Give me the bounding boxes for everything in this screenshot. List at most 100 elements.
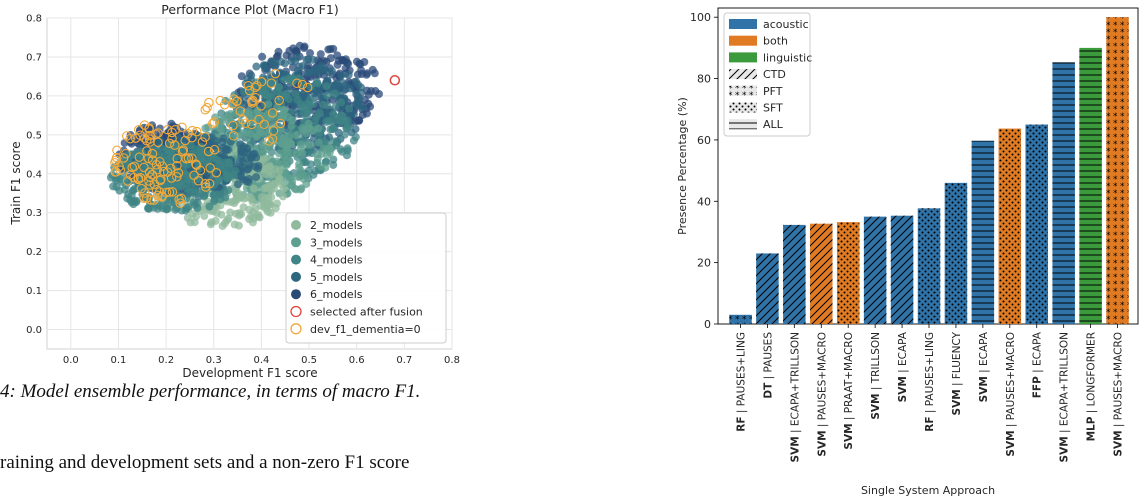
scatter-point — [258, 52, 267, 61]
scatter-point — [291, 89, 300, 98]
scatter-point — [275, 149, 284, 158]
bar-legend-label: both — [763, 35, 788, 48]
bar-x-tick-features: | PAUSES+MACRO — [1005, 332, 1017, 430]
bar-legend-label: PFT — [763, 85, 783, 98]
scatter-point — [109, 182, 118, 191]
scatter-point-dev-zero — [228, 99, 238, 109]
scatter-point — [314, 138, 323, 147]
bar-hatch — [863, 216, 887, 324]
scatter-legend-marker — [290, 323, 302, 335]
scatter-point-dev-zero — [250, 82, 260, 93]
scatter-point — [341, 55, 350, 64]
scatter-point — [261, 64, 270, 73]
bar-x-tick-label: SVM | FLUENCY — [951, 331, 963, 415]
bar-hatch — [971, 140, 995, 324]
scatter-point-dev-zero — [302, 82, 313, 93]
scatter-point — [196, 148, 205, 157]
scatter-point-dev-zero — [191, 159, 201, 169]
scatter-point — [306, 141, 315, 150]
scatter-point — [291, 131, 300, 140]
scatter-point-dev-zero — [266, 78, 277, 88]
scatter-point — [200, 132, 209, 141]
scatter-point-dev-zero — [145, 137, 155, 147]
scatter-point-dev-zero — [244, 85, 255, 96]
scatter-point — [298, 81, 307, 90]
scatter-legend-marker — [290, 305, 302, 318]
scatter-point — [277, 57, 286, 66]
scatter-point-dev-zero — [211, 167, 222, 178]
scatter-point — [213, 177, 222, 186]
scatter-point — [279, 192, 288, 201]
bar-hatch — [729, 314, 752, 324]
scatter-point — [306, 95, 315, 104]
scatter-point — [270, 58, 279, 67]
scatter-point — [315, 63, 324, 72]
scatter-point — [160, 151, 169, 160]
bar-x-tick-model: SVM — [870, 394, 882, 420]
scatter-point — [306, 160, 315, 169]
bar-x-tick-model: SVM — [978, 376, 990, 402]
scatter-point — [234, 189, 243, 198]
scatter-point — [236, 140, 245, 149]
scatter-y-tick-label: 0.5 — [26, 130, 42, 141]
scatter-x-tick-label: 0.3 — [206, 355, 222, 366]
scatter-point — [275, 166, 284, 175]
scatter-point — [267, 170, 276, 179]
scatter-y-ticks: 0.0 0.1 0.2 0.3 0.4 0.5 0.6 0.7 0.8 — [26, 14, 42, 337]
bar-y-tick-label: 80 — [697, 73, 711, 86]
bar-hatch — [756, 253, 779, 324]
scatter-point — [231, 166, 240, 175]
bar-x-tick-model: SVM — [1059, 436, 1071, 462]
scatter-point — [282, 144, 291, 153]
bar-legend-swatch-hatch — [729, 119, 757, 130]
scatter-point-dev-zero — [177, 122, 187, 132]
scatter-point — [230, 199, 239, 208]
scatter-point — [345, 104, 354, 113]
scatter-point — [245, 215, 254, 224]
bar-y-tick-label: 0 — [704, 318, 711, 331]
scatter-point — [247, 71, 256, 80]
scatter-point — [266, 163, 275, 172]
scatter-y-tick-label: 0.6 — [26, 91, 42, 102]
scatter-point-dev-zero — [155, 156, 165, 167]
scatter-point-dev-zero — [141, 193, 152, 203]
scatter-point — [349, 110, 358, 119]
scatter-point — [357, 66, 366, 75]
scatter-legend-marker — [291, 237, 301, 248]
bar-legend-label: ALL — [763, 118, 784, 131]
scatter-point — [370, 69, 379, 78]
scatter-point — [304, 68, 313, 77]
bar-x-tick-label: SVM | TRILLSON — [870, 332, 882, 420]
scatter-point-dev-zero — [111, 167, 121, 177]
scatter-point-dev-zero — [208, 118, 218, 129]
scatter-point — [177, 206, 186, 215]
scatter-point — [337, 98, 346, 107]
scatter-point — [186, 187, 195, 196]
scatter-point — [230, 220, 239, 229]
bar-hatch — [944, 182, 968, 324]
scatter-point — [319, 100, 328, 109]
scatter-point-dev-zero — [147, 170, 158, 180]
scatter-point — [326, 45, 335, 54]
bar-x-tick-model: SVM — [897, 376, 909, 402]
scatter-point — [243, 165, 252, 174]
scatter-point — [302, 55, 311, 64]
bar-bars — [729, 17, 1129, 325]
scatter-point-dev-zero — [115, 165, 126, 175]
scatter-point — [144, 204, 153, 213]
scatter-point — [248, 197, 257, 206]
bar-x-tick-features: | PRAAT+MACRO — [843, 332, 855, 423]
scatter-point — [225, 163, 234, 172]
scatter-point — [362, 70, 371, 79]
scatter-legend-marker — [291, 271, 301, 282]
scatter-point-dev-zero — [127, 162, 137, 173]
bar-x-tick-model: SVM — [1005, 430, 1017, 456]
scatter-y-tick-label: 0.2 — [26, 247, 42, 258]
scatter-point — [258, 129, 267, 138]
scatter-point — [294, 172, 303, 181]
scatter-point — [289, 75, 298, 84]
scatter-point-dev-zero — [172, 160, 182, 171]
scatter-point-dev-zero — [254, 114, 264, 125]
scatter-x-tick-label: 0.8 — [444, 355, 460, 366]
